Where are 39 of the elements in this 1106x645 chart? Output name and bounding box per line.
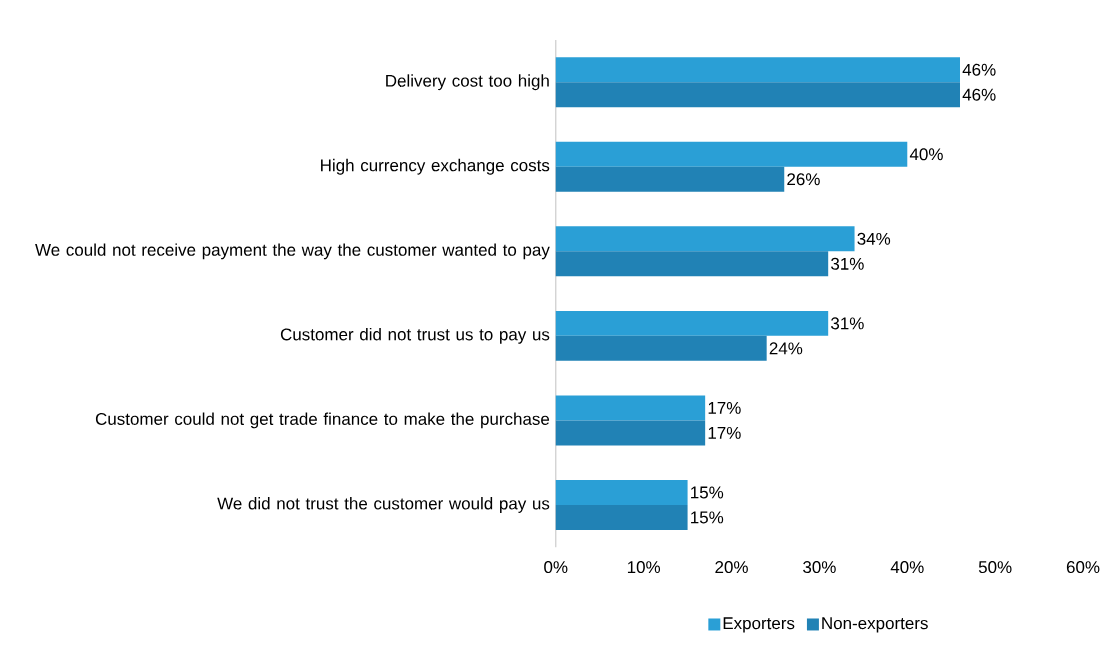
legend-label: Non-exporters	[822, 617, 928, 633]
bar	[555, 504, 688, 530]
x-tick-label: 20%	[715, 561, 748, 574]
bar	[555, 82, 961, 108]
x-tick-label: 10%	[627, 561, 661, 574]
data-label: 34%	[857, 232, 891, 245]
data-label: 17%	[708, 426, 741, 439]
x-tick-label: 60%	[1066, 561, 1100, 574]
data-label: 46%	[962, 63, 996, 76]
bar	[555, 57, 961, 83]
legend-label: Exporters	[723, 617, 795, 633]
data-label: 17%	[708, 401, 741, 414]
bar	[555, 420, 706, 446]
bar	[555, 310, 829, 336]
data-label: 31%	[831, 317, 864, 330]
x-tick-label: 40%	[890, 561, 924, 574]
y-tick-label: Customer could not get trade finance to make the purchase	[95, 412, 550, 429]
data-label: 24%	[769, 342, 803, 355]
bar	[555, 335, 767, 361]
data-label: 26%	[787, 173, 820, 186]
y-tick-label: We did not trust the customer would pay us	[217, 497, 550, 513]
y-tick-label: High currency exchange costs	[321, 158, 550, 175]
y-tick-label: Customer did not trust us to pay us	[280, 327, 550, 344]
data-label: 31%	[831, 257, 864, 270]
bar	[555, 226, 855, 252]
bar	[555, 395, 706, 421]
y-tick-label: Delivery cost too high	[386, 74, 549, 91]
y-tick-label: We could not receive payment the way the customer wanted to pay	[35, 243, 550, 260]
x-tick-label: 0%	[544, 561, 568, 574]
x-tick-label: 30%	[803, 561, 836, 574]
data-label: 15%	[691, 511, 724, 524]
data-label: 46%	[962, 88, 996, 101]
bar	[555, 166, 785, 192]
data-label: 15%	[691, 486, 724, 499]
data-label: 40%	[909, 148, 943, 161]
bar	[555, 251, 829, 277]
bar	[555, 479, 688, 505]
x-tick-label: 50%	[978, 561, 1012, 574]
bar	[555, 141, 908, 167]
